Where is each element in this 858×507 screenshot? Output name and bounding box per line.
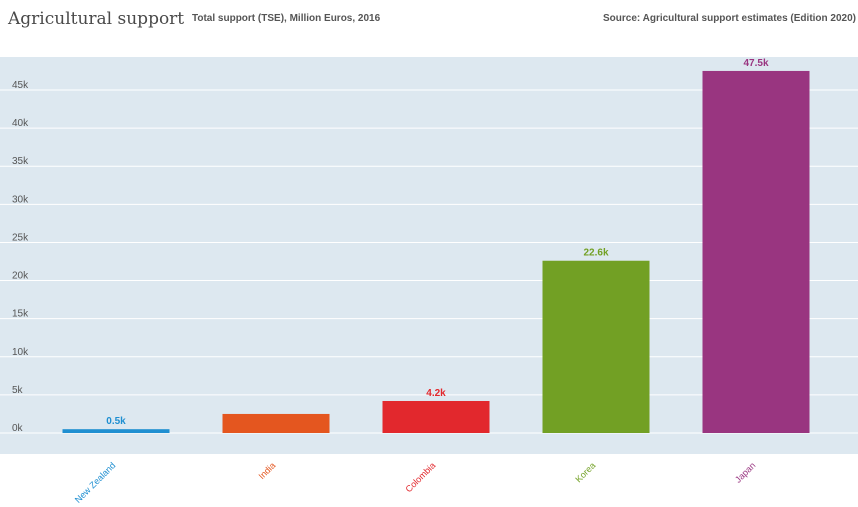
y-tick-label: 45k <box>12 80 29 91</box>
x-tick-label: India <box>257 460 278 481</box>
x-tick-label: Colombia <box>403 460 437 494</box>
data-label: 22.6k <box>583 248 608 259</box>
y-tick-label: 15k <box>12 309 29 320</box>
bar <box>222 413 330 433</box>
y-tick-label: 10k <box>12 347 29 358</box>
data-label: 4.2k <box>426 388 446 399</box>
x-tick-label: Japan <box>733 460 757 484</box>
bar <box>62 429 170 433</box>
data-label: 47.5k <box>743 58 768 69</box>
x-tick-label: New Zealand <box>73 460 118 505</box>
y-tick-label: 35k <box>12 156 29 167</box>
chart-source: Source: Agricultural support estimates (… <box>602 13 856 24</box>
x-tick-label: Korea <box>573 460 597 484</box>
data-label: 0.5k <box>106 416 126 427</box>
y-tick-label: 25k <box>12 232 29 243</box>
y-tick-label: 30k <box>12 194 29 205</box>
chart-header: Agricultural support Total support (TSE)… <box>0 0 858 57</box>
bar <box>542 260 650 433</box>
y-tick-label: 5k <box>12 385 24 396</box>
y-tick-label: 0k <box>12 423 24 434</box>
chart-subtitle: Total support (TSE), Million Euros, 2016 <box>192 13 381 24</box>
chart-title: Agricultural support <box>8 9 185 29</box>
y-tick-label: 20k <box>12 271 29 282</box>
y-tick-label: 40k <box>12 118 29 129</box>
bar <box>382 400 490 433</box>
bar <box>702 70 810 433</box>
